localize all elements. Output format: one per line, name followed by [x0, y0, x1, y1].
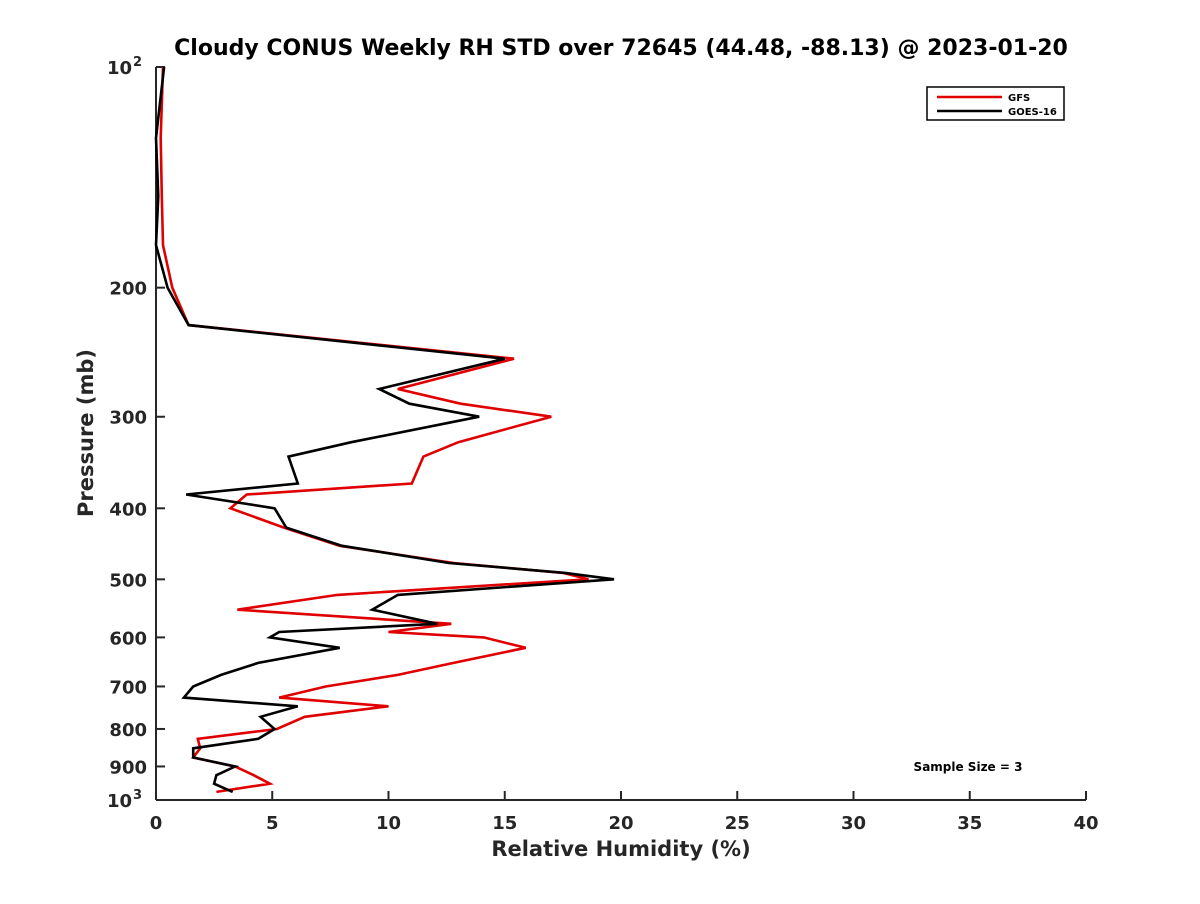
y-tick-label: 10	[107, 58, 132, 79]
y-tick-label: 900	[109, 757, 147, 778]
y-tick-label: 400	[109, 499, 147, 520]
x-tick-label: 0	[150, 813, 163, 834]
legend-label: GFS	[1008, 93, 1030, 104]
series-line-gfs	[159, 66, 589, 794]
y-tick-label: 10	[107, 791, 132, 812]
legend-box	[926, 86, 1065, 121]
chart-title: Cloudy CONUS Weekly RH STD over 72645 (4…	[174, 36, 1068, 61]
legend-label: GOES-16	[1008, 107, 1057, 118]
x-tick-label: 25	[725, 813, 750, 834]
x-tick-label: 40	[1073, 813, 1098, 834]
x-axis-label: Relative Humidity (%)	[491, 837, 750, 861]
sample-size-annotation: Sample Size = 3	[914, 760, 1023, 774]
x-tick-label: 10	[376, 813, 401, 834]
y-tick-label: 600	[109, 628, 147, 649]
y-tick-exponent: 3	[133, 788, 142, 803]
y-tick-exponent: 2	[133, 55, 142, 70]
x-tick-label: 35	[957, 813, 982, 834]
y-tick-label: 800	[109, 720, 147, 741]
series-line-goes-16	[154, 66, 615, 794]
x-tick-label: 30	[841, 813, 866, 834]
y-tick-label: 700	[109, 677, 147, 698]
y-tick-label: 200	[109, 279, 147, 300]
x-tick-label: 20	[608, 813, 633, 834]
x-tick-label: 5	[266, 813, 279, 834]
y-tick-label: 500	[109, 570, 147, 591]
y-axis-label: Pressure (mb)	[74, 349, 98, 517]
x-tick-label: 15	[492, 813, 517, 834]
y-tick-label: 300	[109, 408, 147, 429]
